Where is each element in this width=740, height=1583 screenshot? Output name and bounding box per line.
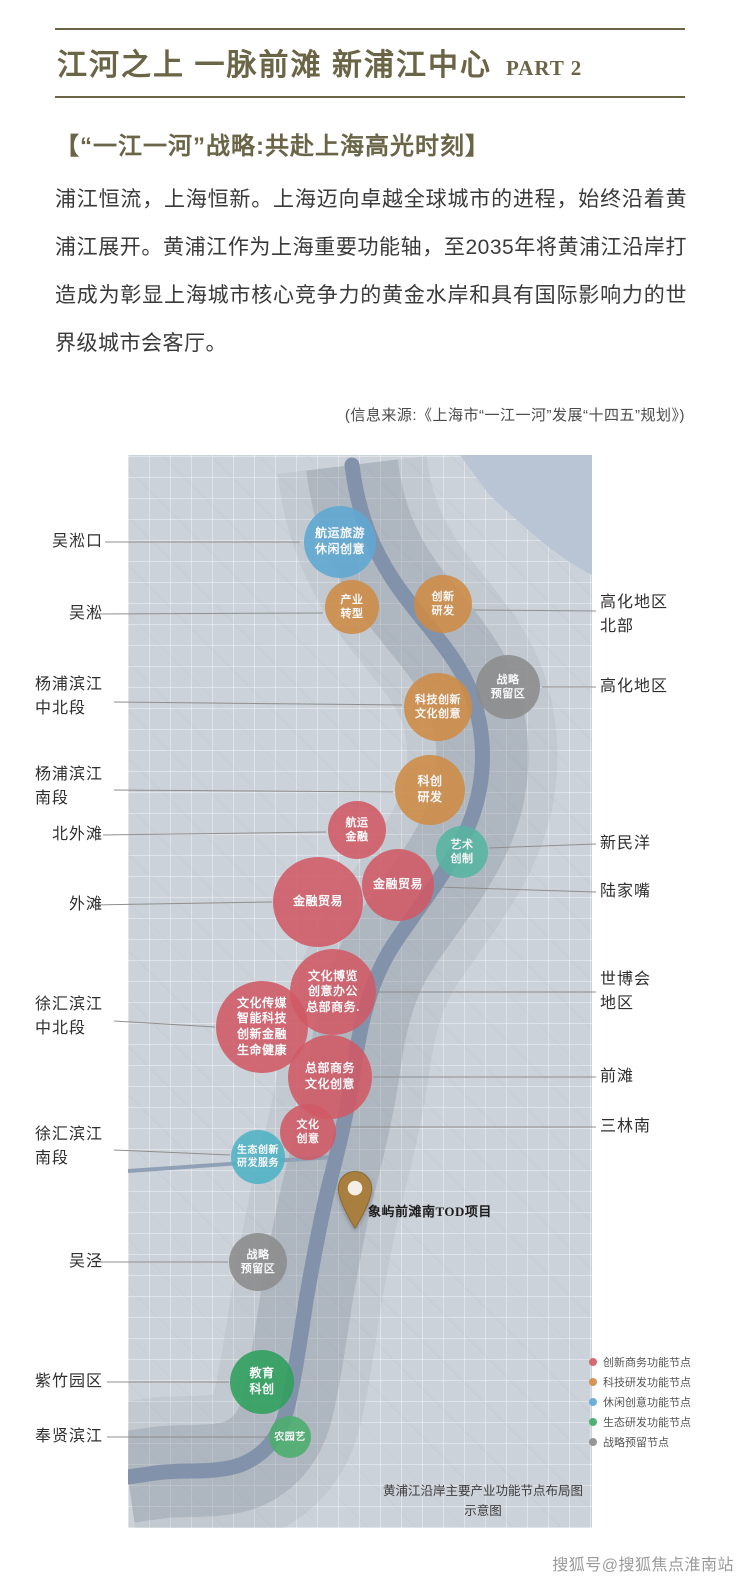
map-node-bubble: 农园艺 [269, 1416, 311, 1458]
map-right-label-lujiazui: 陆家嘴 [600, 883, 652, 900]
legend-item: 休闲创意功能节点 [589, 1392, 691, 1412]
legend-label: 生态研发功能节点 [603, 1417, 691, 1429]
map-node-bubble: 科技创新 文化创意 [404, 673, 472, 741]
legend-dot-eco-rd [589, 1418, 597, 1426]
map-canvas: 航运旅游 休闲创意 产业 转型 创新 研发 战略 预留区 科技创新 文化创意 科… [128, 455, 592, 1528]
map-left-label-wusongkou: 吴淞口 [51, 533, 103, 550]
map-caption-line2: 示意图 [464, 1504, 502, 1518]
page-title-text: 江河之上 一脉前滩 新浦江中心 [57, 49, 492, 82]
legend-item: 生态研发功能节点 [589, 1412, 691, 1432]
map-node-bubble: 生态创新 研发服务 [231, 1130, 285, 1184]
project-pin-label: 象屿前滩南TOD项目 [368, 1204, 492, 1219]
map-node-bubble: 教育 科创 [230, 1350, 294, 1414]
map-figure: 航运旅游 休闲创意 产业 转型 创新 研发 战略 预留区 科技创新 文化创意 科… [0, 455, 740, 1528]
watermark: 搜狐号@搜狐焦点淮南站 [552, 1557, 734, 1574]
map-left-label-north-bund: 北外滩 [51, 826, 103, 843]
legend-label: 休闲创意功能节点 [603, 1397, 691, 1409]
legend-dot-leisure-creative [589, 1398, 597, 1406]
map-right-label-qiantan: 前滩 [600, 1068, 635, 1085]
map-right-label-expo: 世博会 地区 [600, 971, 652, 1012]
map-caption: 黄浦江沿岸主要产业功能节点布局图 示意图 [353, 1481, 592, 1521]
part-label: PART 2 [506, 56, 583, 80]
map-right-label-gaohua: 高化地区 [600, 678, 669, 695]
legend-item: 科技研发功能节点 [589, 1372, 691, 1392]
map-left-label-yangpu-north: 杨浦滨江 中北段 [34, 676, 103, 717]
map-left-label-bund: 外滩 [68, 896, 103, 913]
map-legend: 创新商务功能节点 科技研发功能节点 休闲创意功能节点 生态研发功能节点 战略预留… [589, 1352, 691, 1452]
map-node-bubble: 总部商务 文化创意 [288, 1035, 372, 1119]
legend-dot-tech-rd [589, 1378, 597, 1386]
map-left-label-fengxian: 奉贤滨江 [34, 1428, 103, 1445]
map-node-bubble: 航运 金融 [328, 801, 386, 859]
location-pin-icon [336, 1169, 374, 1236]
map-left-label-wujing: 吴泾 [68, 1253, 103, 1270]
section-heading: 【“一江一河”战略:共赴上海高光时刻】 [55, 133, 490, 160]
map-node-bubble: 科创 研发 [395, 755, 465, 825]
map-caption-line1: 黄浦江沿岸主要产业功能节点布局图 [382, 1484, 583, 1498]
map-node-bubble: 文化 创意 [280, 1104, 336, 1160]
map-right-label-gaohua-north: 高化地区 北部 [600, 594, 669, 635]
map-left-label-xuhui-south: 徐汇滨江 南段 [34, 1126, 103, 1167]
legend-label: 战略预留节点 [603, 1437, 669, 1449]
article-header: 江河之上 一脉前滩 新浦江中心 PART 2 [55, 28, 685, 98]
legend-item: 创新商务功能节点 [589, 1352, 691, 1372]
map-node-bubble: 战略 预留区 [476, 655, 540, 719]
map-left-label-yangpu-south: 杨浦滨江 南段 [34, 766, 103, 807]
map-left-label-wusong: 吴淞 [68, 605, 103, 622]
map-left-label-zizhu: 紫竹园区 [34, 1373, 103, 1390]
map-right-label-sanlin-south: 三林南 [600, 1118, 652, 1135]
legend-label: 创新商务功能节点 [603, 1357, 691, 1369]
map-left-label-xuhui-north: 徐汇滨江 中北段 [34, 996, 103, 1037]
source-attribution: (信息来源:《上海市“一江一河”发展“十四五”规划》) [344, 407, 685, 424]
map-node-bubble: 航运旅游 休闲创意 [304, 506, 376, 578]
map-node-bubble: 艺术 创制 [436, 826, 488, 878]
map-node-bubble: 金融贸易 [362, 849, 434, 921]
body-paragraph: 浦江恒流，上海恒新。上海迈向卓越全球城市的进程，始终沿着黄浦江展开。黄浦江作为上… [55, 188, 687, 355]
map-node-bubble: 战略 预留区 [229, 1233, 287, 1291]
legend-label: 科技研发功能节点 [603, 1377, 691, 1389]
legend-dot-strategic-reserve [589, 1438, 597, 1446]
map-node-bubble: 产业 转型 [325, 580, 379, 634]
map-node-bubble: 金融贸易 [273, 857, 363, 947]
sea-area [460, 455, 592, 575]
page-title: 江河之上 一脉前滩 新浦江中心 PART 2 [57, 40, 683, 84]
legend-item: 战略预留节点 [589, 1432, 691, 1452]
legend-dot-innovation-business [589, 1358, 597, 1366]
map-right-label-xinminyang: 新民洋 [600, 835, 652, 852]
map-node-bubble: 创新 研发 [414, 575, 472, 633]
